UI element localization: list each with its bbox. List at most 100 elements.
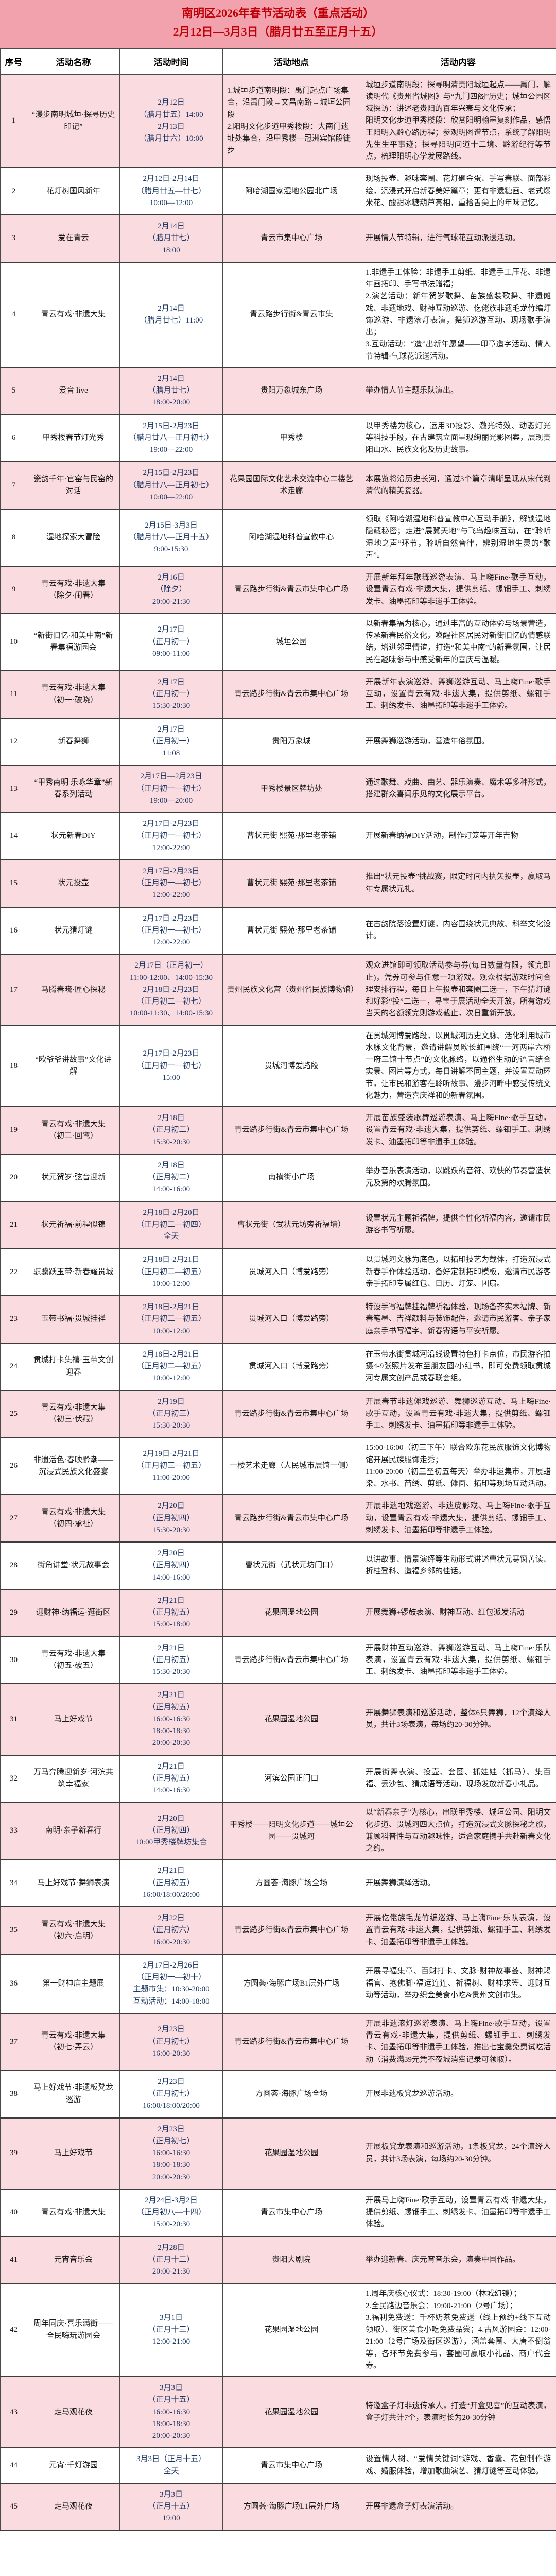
activity-time: 2月17日-2月23日 （正月初一—初七） 12:00-22:00 [119, 906, 223, 955]
table-row: 38 马上好戏节·非遗板凳龙巡游 2月23日 （正月初七） 16:00/18:00/… [0, 2070, 556, 2119]
activity-place: 花果园湿地公园 [222, 1683, 360, 1756]
activity-name: 青云有戏·非遗大集 [27, 261, 120, 368]
activity-place: 青云路步行街&青云市集中心广场 [222, 1106, 360, 1155]
activity-time: 2月17日 （正月初一） 09:00-11:00 [119, 613, 223, 671]
activity-place: 城垣公园 [222, 613, 360, 671]
activity-content: 开展苗族盛装歌舞巡游表演、马上嗨Fine·歌手互动，设置青云有戏·非遗大集，提供… [360, 1106, 556, 1155]
activity-time: 2月15日-2月23日 （腊月廿八—正月初七） 10:00—22:00 [119, 461, 223, 510]
activity-time: 2月21日 （正月初五） 15:00-18:00 [119, 1588, 223, 1637]
activity-name: 骐骥跃玉带·新春耀贯城 [27, 1248, 120, 1297]
activity-content: 开展仡佬族毛龙竹编巡游、马上嗨Fine·乐队表演，设置青云有戏·非遗大集，提供剪… [360, 1906, 556, 1955]
activity-time: 2月21日 （正月初五） 16:00-16:30 18:00-18:30 20:… [119, 1683, 223, 1756]
activity-place: 贯城河博爱路段 [222, 1025, 360, 1108]
activity-time: 2月19日-2月21日 （正月初三—初五） 11:00-20:00 [119, 1437, 223, 1496]
activity-time: 3月3日 （正月十五） 19:00 [119, 2482, 223, 2531]
table-row: 1 “漫步南明城垣·探寻历史印记” 2月12日 （腊月廿五）14:00 2月13日 … [0, 74, 556, 168]
table-row: 9 青云有戏·非遗大集 （除夕·闹春） 2月16日 （除夕） 20:00-21:30… [0, 566, 556, 614]
activity-time: 2月23日 （正月初七） 16:00/18:00/20:00 [119, 2070, 223, 2119]
activity-content: 特设手写福牌挂福牌祈福体验，现场备齐实木福牌、新春笔墨、吉祥颜料与装饰配件，邀请… [360, 1295, 556, 1344]
activity-name: 青云有戏·非遗大集 （初七·弄云） [27, 2012, 120, 2071]
table-row: 45 走马观花夜 3月3日 （正月十五） 19:00 方圆荟·海豚广场L1层外广场 开展… [0, 2482, 556, 2531]
table-row: 25 青云有戏·非遗大集 （初三·伏藏） 2月19日 （正月初三） 15:30-20… [0, 1389, 556, 1438]
activity-place: 方圆荟·海豚广场B1层外广场 [222, 1953, 360, 2014]
activity-content: 开展春节非遗傩戏巡游、舞狮巡游互动、马上嗨Fine·歌手互动，设置青云有戏·非遗… [360, 1389, 556, 1438]
activity-place: 方圆荟·海豚广场全场 [222, 2070, 360, 2119]
row-number: 6 [0, 414, 27, 463]
activity-content: 以贯城河文脉为底色，以拓印技艺为载体，打造沉浸式新春手作体验活动，备好定制拓印模… [360, 1248, 556, 1297]
activity-place: 南横街小广场 [222, 1153, 360, 1202]
table-row: 2 花灯树国风新年 2月12日-2月14日 （腊月廿五—廿七） 10:00—12:0… [0, 167, 556, 216]
activity-place: 曹状元街 熙苑·那里老茶铺 [222, 812, 360, 860]
activity-time: 2月21日 （正月初五） 14:00-16:30 [119, 1754, 223, 1803]
row-number: 17 [0, 954, 27, 1026]
activity-content: 本展览将沿历史长河，通过3个篇章清晰呈现从宋代到清代的精美瓷器。 [360, 461, 556, 510]
activity-place: 方圆荟·海豚广场L1层外广场 [222, 2482, 360, 2531]
activity-name: 状元贺岁·弦音迎新 [27, 1153, 120, 1202]
activity-name: 第一财神庙主题展 [27, 1953, 120, 2014]
table-row: 22 骐骥跃玉带·新春耀贯城 2月18日-2月21日 （正月初二—初五） 10:00… [0, 1248, 556, 1297]
activity-content: 通过歌舞、戏曲、曲艺、器乐演奏、魔术等多种形式，搭建群众喜闻乐见的文化展示平台。 [360, 765, 556, 814]
activity-time: 2月24日-3月2日 （正月初八—十四） 15:00-20:30 [119, 2188, 223, 2237]
activity-place: 贯城河入口（博爱路旁） [222, 1248, 360, 1297]
activity-name: 元宵·千灯游园 [27, 2447, 120, 2484]
table-body: 1 “漫步南明城垣·探寻历史印记” 2月12日 （腊月廿五）14:00 2月13日 … [0, 74, 556, 2531]
activity-name: 贯城打卡集禧·玉带文创迎春 [27, 1342, 120, 1391]
table-row: 7 瓷韵千年·官窑与民窑的对话 2月15日-2月23日 （腊月廿八—正月初七） 10… [0, 461, 556, 510]
activity-content: 开展寻福集章、百财打卡、文脉·财神故事荟、财神赐福官、抱佛脚·福运连连、祈福树、… [360, 1953, 556, 2014]
activity-place: 花果园国际文化艺术交流中心二楼艺术走廊 [222, 461, 360, 510]
column-header-1: 活动名称 [27, 47, 120, 75]
activity-time: 2月18日 （正月初二） 14:00-16:00 [119, 1153, 223, 1202]
activity-place: 1.城垣步道南明段：禹门起点广场集合，沿禹门段→文昌南路→城垣公园段 2.阳明文… [222, 74, 360, 168]
row-number: 24 [0, 1342, 27, 1391]
table-row: 4 青云有戏·非遗大集 2月14日 （腊月廿七）11:00 青云路步行街&青云市集 1.… [0, 261, 556, 368]
activity-time: 2月18日-2月21日 （正月初二—初五） 10:00-12:00 [119, 1342, 223, 1391]
activity-time: 2月18日-2月21日 （正月初二—初五） 10:00-12:00 [119, 1248, 223, 1297]
activity-name: 迎财神·纳福运·逛街区 [27, 1588, 120, 1637]
activity-name: 青云有戏·非遗大集 （初五·破五） [27, 1636, 120, 1685]
activity-content: 开展新春纳福DIY活动，制作灯笼等开年吉物 [360, 812, 556, 860]
activity-place: 一楼艺术走廊（人民城市展馆一侧） [222, 1437, 360, 1496]
activity-place: 贵阳万象城 [222, 717, 360, 766]
activity-name: “甲秀南明 乐咏华章”新春系列活动 [27, 765, 120, 814]
row-number: 33 [0, 1802, 27, 1860]
table-row: 32 万马奔腾迎新岁·河滨共筑幸福家 2月21日 （正月初五） 14:00-16:3… [0, 1754, 556, 1803]
row-number: 1 [0, 74, 27, 168]
activity-name: 青云有戏·非遗大集 （初二·回鸾） [27, 1106, 120, 1155]
row-number: 13 [0, 765, 27, 814]
activity-time: 2月17日-2月23日 （正月初一—初七） 12:00-22:00 [119, 812, 223, 860]
activity-name: 状元祈福·前程似锦 [27, 1200, 120, 1249]
row-number: 23 [0, 1295, 27, 1344]
row-number: 2 [0, 167, 27, 216]
activity-name: 马上好戏节 [27, 1683, 120, 1756]
activity-content: 以新春集福为核心，通过丰富的互动体验与场景营造，传承新春民俗文化，唤醒社区居民对… [360, 613, 556, 671]
table-row: 44 元宵·千灯游园 3月3日（正月十五） 全天 青云市集中心广场 设置情人树、“爱情关… [0, 2447, 556, 2484]
row-number: 12 [0, 717, 27, 766]
column-header-3: 活动地点 [222, 47, 360, 75]
table-row: 42 周年同庆·喜乐满街——全民嗨玩游园会 3月1日 （正月十三） 12:00-21… [0, 2283, 556, 2378]
activity-name: 青云有戏·非遗大集 [27, 2188, 120, 2237]
activity-place: 青云路步行街&青云市集中心广场 [222, 1906, 360, 1955]
row-number: 22 [0, 1248, 27, 1297]
table-row: 14 状元新春DIY 2月17日-2月23日 （正月初一—初七） 12:00-22:… [0, 812, 556, 860]
activity-content: 以“新春亲子”为核心，串联甲秀楼、城垣公园、阳明文化步道、贯城河四大点位，打造沉… [360, 1802, 556, 1860]
table-row: 30 青云有戏·非遗大集 （初五·破五） 2月21日 （正月初五） 15:30-20… [0, 1636, 556, 1685]
activity-name: 状元投壶 [27, 859, 120, 908]
activity-place: 曹状元街（武状元坊旁祈福墙） [222, 1200, 360, 1249]
table-row: 36 第一财神庙主题展 2月17日-2月26日 （正月初一—初十） 主题市集：10:… [0, 1953, 556, 2014]
row-number: 14 [0, 812, 27, 860]
activity-place: 曹状元街 熙苑·那里老茶铺 [222, 906, 360, 955]
activity-content: 城垣步道南明段：探寻明清贵阳城垣起点——禹门，解读明代《贵州省城图》与“九门四阁… [360, 74, 556, 168]
table-row: 27 青云有戏·非遗大集 （初四·承祉） 2月20日 （正月初四） 15:30-20… [0, 1494, 556, 1543]
activity-place: 曹状元街 熙苑·那里老茶铺 [222, 859, 360, 908]
row-number: 38 [0, 2070, 27, 2119]
activity-content: 1.非遗手工体验：非遗手工剪纸、非遗手工压花、非遗年画拓印、手写书法赠福； 2.… [360, 261, 556, 368]
activity-name: 甲秀楼春节灯光秀 [27, 414, 120, 463]
row-number: 43 [0, 2376, 27, 2449]
row-number: 4 [0, 261, 27, 368]
activity-content: 开展非遗盒子灯表演活动。 [360, 2482, 556, 2531]
table-row: 16 状元猜灯谜 2月17日-2月23日 （正月初一—初七） 12:00-22:00… [0, 906, 556, 955]
table-row: 33 南明·亲子新春行 2月20日 （正月初四） 10:00甲秀楼牌坊集合 甲秀楼——… [0, 1802, 556, 1860]
activity-time: 2月17日-2月23日 （正月初一—初七） 15:00 [119, 1025, 223, 1108]
activity-place: 青云路步行街&青云市集 [222, 261, 360, 368]
row-number: 29 [0, 1588, 27, 1637]
